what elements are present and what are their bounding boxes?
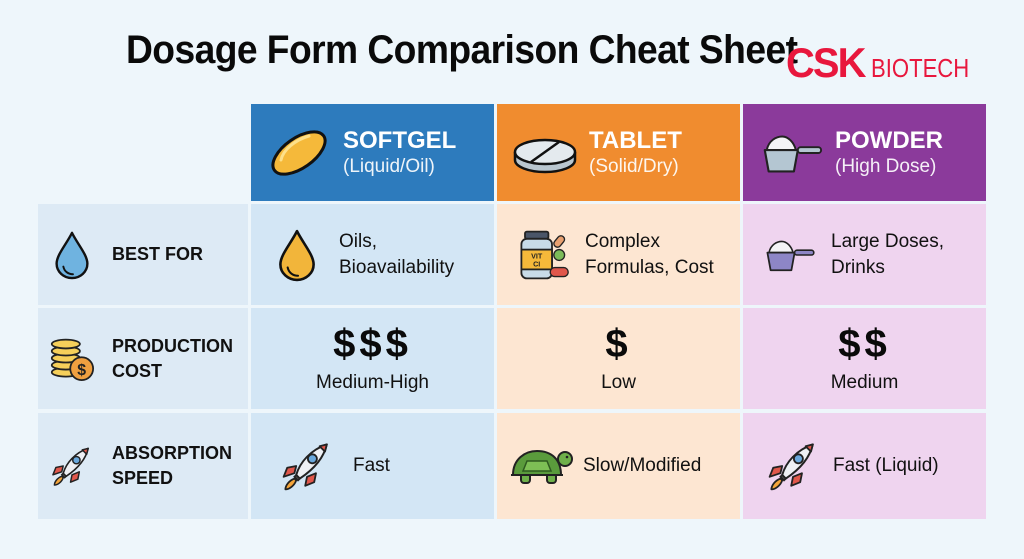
company-logo: CSK BIOTECH: [786, 39, 986, 86]
column-subtitle: (High Dose): [835, 155, 937, 177]
column-title: POWDER: [835, 126, 943, 154]
cell-text-line2: Drinks: [831, 256, 885, 278]
cost-level: Medium-High: [316, 371, 429, 393]
cell-text-line2: Bioavailability: [339, 256, 455, 278]
column-subtitle: (Solid/Dry): [589, 155, 679, 177]
cell-tablet-cost: $ Low: [497, 308, 740, 409]
logo-primary-text: CSK: [786, 39, 866, 86]
cell-powder-cost: $$ Medium: [743, 308, 986, 409]
cell-text: Slow/Modified: [583, 455, 702, 476]
turtle-icon: [511, 450, 573, 484]
cell-text-line1: Complex: [585, 230, 660, 252]
logo-secondary-text: BIOTECH: [870, 53, 969, 83]
cell-powder-best-for: Large Doses, Drinks: [743, 204, 986, 305]
row-label-best-for: BEST FOR: [38, 204, 248, 305]
cell-softgel-absorption: Fast: [251, 413, 494, 519]
cell-text-line2: Formulas, Cost: [585, 256, 714, 278]
column-header-softgel: SOFTGEL (Liquid/Oil): [251, 104, 494, 201]
column-title: TABLET: [589, 126, 682, 154]
coins-icon: $: [50, 338, 94, 381]
page-title: Dosage Form Comparison Cheat Sheet: [126, 28, 798, 72]
cost-symbols: $: [605, 321, 632, 366]
powder-scoop-icon: [757, 126, 825, 180]
cell-text-line1: Oils,: [339, 230, 377, 252]
svg-text:CI: CI: [533, 259, 540, 268]
column-subtitle: (Liquid/Oil): [343, 155, 435, 177]
rocket-icon: [279, 439, 335, 493]
row-label-text: BEST FOR: [112, 244, 204, 264]
vitamin-bottle-icon: VIT CI: [520, 230, 569, 279]
water-drop-icon: [50, 230, 94, 280]
cell-text: Fast (Liquid): [833, 455, 939, 476]
row-label-text: SPEED: [112, 468, 174, 488]
powder-scoop-icon: [761, 228, 817, 282]
rocket-icon: [765, 439, 821, 493]
row-label-text: PRODUCTION: [112, 335, 233, 356]
softgel-capsule-icon: [271, 129, 327, 176]
rocket-icon: [50, 441, 94, 491]
cost-symbols: $$: [838, 321, 891, 366]
row-label-text: ABSORPTION: [112, 443, 233, 463]
row-label-production-cost: $ PRODUCTION COST: [38, 308, 248, 409]
cost-symbols: $$$: [333, 321, 412, 366]
svg-text:$: $: [77, 361, 86, 378]
cell-text: Fast: [353, 455, 390, 476]
oil-drop-icon: [269, 228, 325, 282]
column-header-powder: POWDER (High Dose): [743, 104, 986, 201]
column-header-tablet: TABLET (Solid/Dry): [497, 104, 740, 201]
svg-text:VIT: VIT: [531, 251, 543, 260]
cost-level: Low: [601, 371, 636, 393]
column-title: SOFTGEL: [343, 126, 457, 154]
row-label-text: COST: [112, 360, 163, 381]
row-label-absorption-speed: ABSORPTION SPEED: [38, 413, 248, 519]
cost-level: Medium: [830, 371, 899, 393]
tablet-pill-icon: [513, 138, 577, 173]
cell-softgel-cost: $$$ Medium-High: [251, 308, 494, 409]
cell-text-line1: Large Doses,: [831, 230, 945, 252]
cell-powder-absorption: Fast (Liquid): [743, 413, 986, 519]
cell-tablet-absorption: Slow/Modified: [497, 413, 740, 519]
cell-softgel-best-for: Oils, Bioavailability: [251, 204, 494, 305]
cell-tablet-best-for: VIT CI Complex Formulas, Cost: [497, 204, 740, 305]
